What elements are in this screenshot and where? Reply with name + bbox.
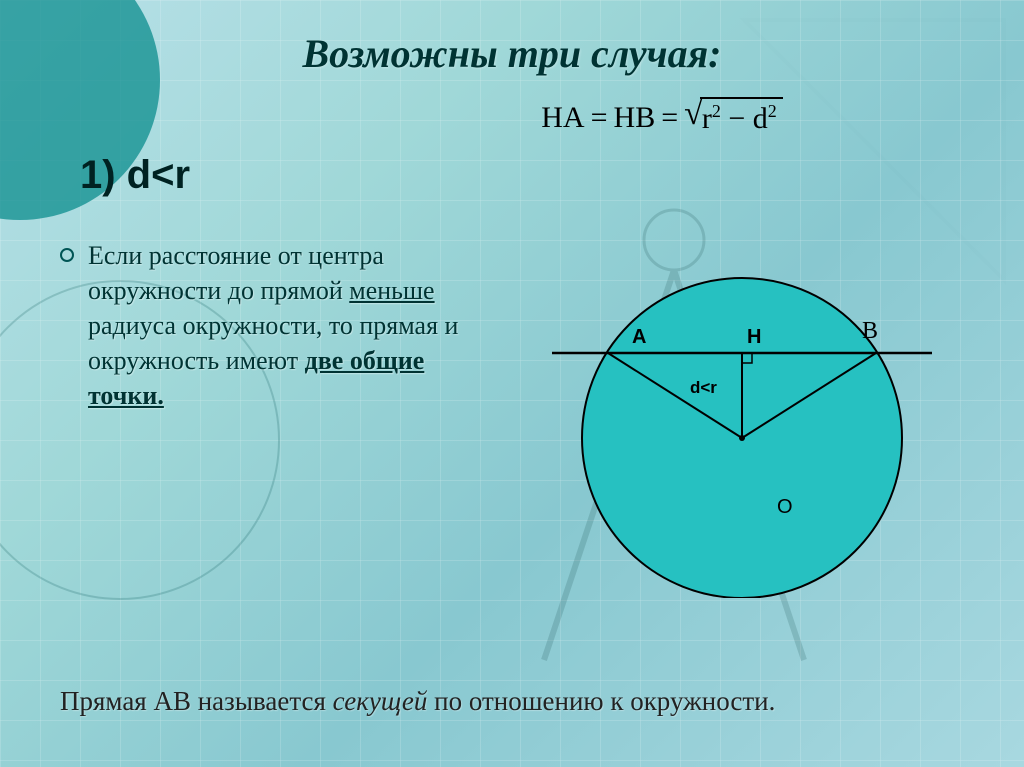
formula-lhs1: HA: [541, 101, 584, 135]
label-dr: d<r: [690, 378, 717, 397]
label-H: H: [747, 326, 761, 348]
bottom-p3: по отношению к окружности.: [427, 686, 775, 716]
bullet-text: Если расстояние от центра окружности до …: [88, 238, 490, 413]
formula-sqrt: √ r2 − d2: [684, 97, 783, 138]
sqrt-body: r2 − d2: [700, 97, 783, 138]
circle-diagram: A H B O d<r: [552, 238, 932, 598]
case-label: 1) d<r: [80, 153, 964, 198]
bullet-item: Если расстояние от центра окружности до …: [60, 238, 490, 413]
bottom-p2: секущей: [333, 686, 428, 716]
formula-eq1: =: [591, 101, 608, 135]
bottom-p1: Прямая АВ называется: [60, 686, 333, 716]
formula-eq2: =: [661, 101, 678, 135]
diagram-column: A H B O d<r: [520, 238, 964, 598]
bottom-note: Прямая АВ называется секущей по отношени…: [60, 686, 964, 717]
label-B: B: [862, 318, 878, 344]
slide-title: Возможны три случая:: [60, 30, 964, 77]
formula-row: HA = HB = √ r2 − d2: [360, 97, 964, 138]
formula-lhs2: HB: [614, 101, 656, 135]
label-A: A: [632, 326, 646, 348]
bullet-t2: меньше: [349, 276, 434, 305]
formula: HA = HB = √ r2 − d2: [541, 97, 782, 138]
label-O: O: [777, 496, 793, 518]
slide-content: Возможны три случая: HA = HB = √ r2 − d2…: [0, 0, 1024, 767]
bullet-t1: Если расстояние от центра окружности до …: [88, 241, 384, 305]
text-column: Если расстояние от центра окружности до …: [60, 238, 490, 413]
bullet-marker-icon: [60, 248, 74, 262]
main-row: Если расстояние от центра окружности до …: [60, 238, 964, 598]
